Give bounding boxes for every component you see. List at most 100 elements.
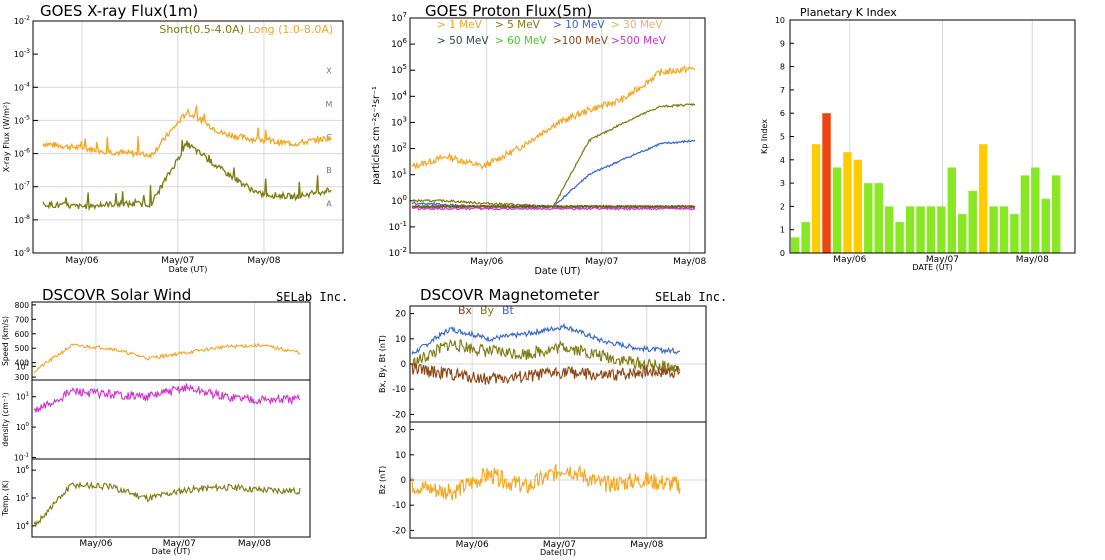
mag-xlabel: Date(UT): [540, 548, 576, 557]
mag-bz-tick-label: 20: [395, 426, 406, 436]
kp-chart: 0 1 2 3 4 5 6 7 8 9 10 Planetary K Index Kp Index May…: [760, 6, 1076, 272]
temp-tick-label: 106: [16, 465, 30, 475]
xray-x-tick-label: May/07: [161, 256, 194, 266]
y-tick-label: 10-6: [14, 148, 30, 159]
kp-y-tick-label: 7: [780, 86, 785, 95]
y-tick-label: 10-9: [14, 247, 30, 258]
temp-tick-label: 104: [16, 521, 30, 531]
kp-bar: [791, 237, 800, 253]
kp-bar: [1031, 167, 1040, 253]
mag-legend-item: Bx: [458, 304, 473, 317]
mag-x-tick-label: May/07: [543, 540, 576, 550]
mag-legend-item: Bt: [502, 304, 515, 317]
proton-legend-item: > 60 MeV: [495, 35, 547, 47]
flare-class-label: X: [326, 67, 332, 76]
mag-top-tick-label: 10: [395, 335, 406, 345]
speed-tick-label: 400: [15, 359, 30, 368]
mag-bz-ylabel: Bz (nT): [378, 466, 387, 494]
mag-top-tick-label: 0: [401, 360, 406, 370]
xray-legend-short: Short(0.5-4.0A): [159, 23, 244, 36]
y-tick-label: 106: [391, 37, 407, 50]
proton-plot-frame: [409, 17, 706, 254]
kp-y-tick-label: 9: [780, 39, 785, 48]
mag-chart: -20 -10 0 10 20 -20 -10 0 10 20 Bx By Bt Bx, By, Bt (…: [378, 304, 707, 557]
proton-chart: 10-2 10-1 100 101 102 103 104 105 106 107 > 1 MeV >…: [371, 11, 706, 277]
proton-legend-item: > 50 MeV: [437, 35, 489, 47]
proton-legend-item: > 5 MeV: [495, 19, 541, 31]
y-tick-label: 101: [391, 168, 407, 181]
mag-credit: SELab Inc.: [655, 290, 728, 304]
y-tick-label: 10-5: [14, 114, 30, 125]
speed-tick-label: 700: [15, 315, 30, 324]
bx-series: [411, 362, 681, 385]
kp-bar: [1020, 175, 1030, 253]
mag-legend-item: By: [480, 304, 495, 317]
kp-y-tick-label: 3: [780, 179, 785, 188]
kp-bar: [978, 144, 988, 253]
xray-xlabel: Date (UT): [169, 265, 208, 274]
bz-series: [411, 463, 681, 501]
kp-bar: [1010, 214, 1019, 253]
kp-y-tick-label: 4: [780, 156, 785, 165]
proton-series-2: [411, 139, 696, 210]
mag-bz-tick-label: 10: [395, 451, 406, 461]
proton-series-7: [411, 206, 696, 211]
y-tick-label: 10-7: [14, 181, 30, 192]
solarwind-subplot-frame: [31, 458, 311, 538]
kp-x-tick-label: May/07: [926, 255, 959, 265]
kp-y-tick-label: 2: [780, 202, 785, 211]
kp-bar: [874, 183, 883, 253]
density-tick-label: 10-1: [14, 452, 29, 462]
density-tick-label: 101: [16, 392, 29, 402]
mag-bz-tick-label: -10: [392, 501, 406, 511]
solarwind-x-tick-label: May/07: [163, 539, 196, 549]
kp-bar: [801, 222, 810, 253]
density-tick-label: 102: [16, 361, 29, 371]
y-tick-label: 10-3: [14, 48, 30, 59]
flare-class-label: M: [326, 100, 333, 109]
speed-tick-label: 300: [15, 373, 30, 382]
xray-x-tick-label: May/06: [65, 256, 98, 266]
proton-x-tick-label: May/07: [585, 257, 618, 267]
proton-xlabel: Date (UT): [535, 266, 581, 277]
xray-series-short: [42, 139, 332, 212]
kp-bar: [999, 206, 1009, 253]
kp-y-tick-label: 8: [780, 63, 785, 72]
solarwind-xlabel: Date (UT): [152, 547, 191, 556]
density-tick-label: 100: [16, 422, 30, 432]
kp-y-tick-label: 0: [780, 249, 785, 258]
by-series: [411, 339, 681, 375]
proton-legend-item: >500 MeV: [611, 35, 667, 47]
speed-tick-label: 800: [15, 301, 30, 310]
kp-bar: [905, 206, 915, 253]
temp-series: [33, 481, 301, 528]
proton-title: GOES Proton Flux(5m): [425, 2, 593, 20]
xray-x-tick-label: May/08: [247, 256, 280, 266]
solarwind-credit: SELab Inc.: [276, 290, 349, 304]
flare-class-label: A: [326, 199, 332, 208]
flare-class-label: B: [326, 166, 332, 175]
y-tick-label: 10-2: [389, 246, 407, 259]
solarwind-title: DSCOVR Solar Wind: [42, 286, 192, 304]
kp-x-tick-label: May/08: [1016, 255, 1049, 265]
kp-y-tick-label: 1: [780, 226, 785, 235]
xray-legend-long: Long (1.0-8.0A): [248, 23, 333, 36]
mag-top-tick-label: 20: [395, 310, 406, 320]
xray-series-long: [42, 105, 332, 159]
proton-legend-item: > 10 MeV: [553, 19, 605, 31]
kp-bar: [895, 222, 904, 253]
y-tick-label: 100: [391, 194, 407, 207]
proton-series-1: [411, 102, 696, 208]
y-tick-label: 10-1: [389, 220, 407, 233]
temp-ylabel: Temp. (K): [1, 480, 10, 517]
speed-ylabel: Speed (km/s): [1, 316, 10, 366]
xray-title: GOES X-ray Flux(1m): [40, 2, 199, 20]
flare-class-label: C: [326, 133, 332, 142]
solarwind-chart: 300 400 500 600 700 800 10-1 100 101 102 104 105 106…: [1, 301, 311, 556]
kp-plot-frame: [789, 19, 1076, 254]
mag-top-ylabel: Bx, By, Bt (nT): [378, 335, 387, 393]
kp-y-tick-label: 10: [775, 16, 785, 25]
kp-bar: [989, 206, 998, 253]
solarwind-subplot-frame: [31, 301, 311, 381]
kp-ylabel: Kp Index: [760, 119, 769, 154]
